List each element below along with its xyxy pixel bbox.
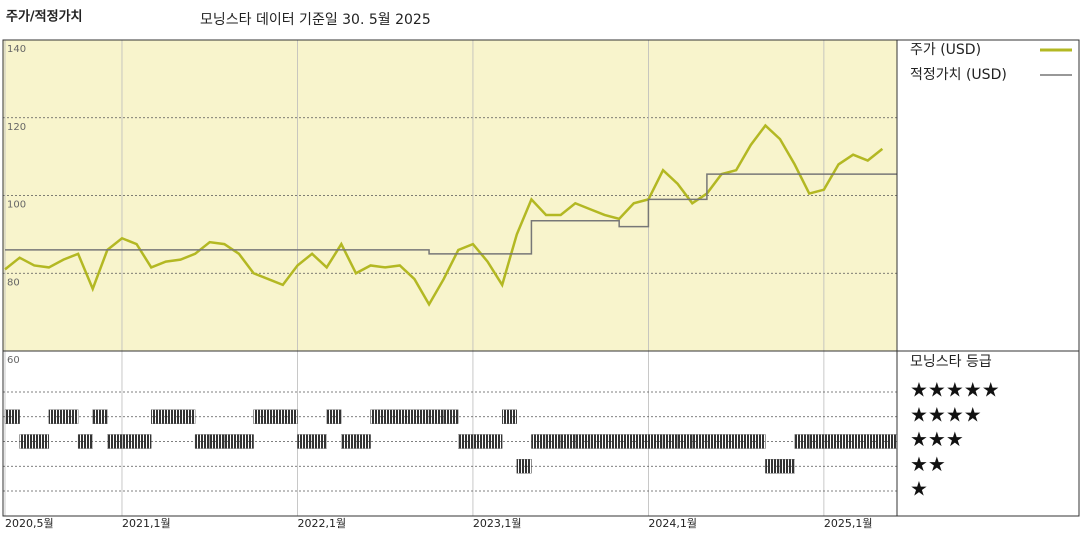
legend-label: 주가 (USD) (910, 42, 981, 58)
rating-bar (238, 434, 254, 449)
rating-bar (355, 434, 371, 449)
rating-bar (282, 409, 298, 424)
legend-label: 적정가치 (USD) (910, 67, 1007, 83)
rating-bar (648, 434, 664, 449)
rating-bar (472, 434, 488, 449)
rating-bar (794, 434, 810, 449)
rating-bar (487, 434, 503, 449)
x-tick-label: 2021,1월 (122, 517, 171, 530)
rating-bar (165, 409, 181, 424)
rating-bar (560, 434, 576, 449)
rating-bar (180, 409, 196, 424)
rating-bar (326, 409, 342, 424)
rating-bar (253, 409, 269, 424)
rating-bar (428, 409, 444, 424)
price-line (4, 123, 884, 307)
rating-bar (823, 434, 839, 449)
rating-label: ★★★★★ (910, 378, 1000, 402)
fair-value-line (5, 173, 897, 255)
y-tick-label: 100 (7, 200, 26, 211)
rating-bar (867, 434, 883, 449)
rating-bar (765, 459, 781, 474)
rating-bar (63, 409, 79, 424)
rating-bar (19, 434, 35, 449)
plot-area: 60 80 100 120 140 2020,5월 2021,1월 2022,1월 2023,1… (3, 39, 1072, 530)
rating-bar (92, 409, 108, 424)
y-tick-label: 60 (7, 355, 20, 366)
rating-bar (385, 409, 400, 424)
rating-bar (458, 434, 474, 449)
frame (2, 39, 1080, 517)
rating-bar (77, 434, 93, 449)
rating-bar (502, 409, 517, 424)
rating-bar (151, 409, 167, 424)
rating-label: ★★★★ (910, 402, 982, 426)
rating-bar (809, 434, 825, 449)
x-tick-label: 2022,1월 (297, 517, 346, 530)
x-tick-label: 2023,1월 (473, 517, 522, 530)
chart-subtitle: 모닝스타 데이터 기준일 30. 5월 2025 (200, 12, 431, 28)
y-tick-label: 140 (7, 44, 26, 55)
rating-bar (531, 434, 547, 449)
rating-bar (399, 409, 415, 424)
rating-bar (882, 434, 898, 449)
x-tick-label: 2025,1월 (824, 517, 873, 530)
rating-bar (838, 434, 854, 449)
rating-bar (48, 409, 64, 424)
rating-bar (268, 409, 283, 424)
rating-title: 모닝스타 등급 (910, 354, 992, 370)
rating-bar (107, 434, 123, 449)
rating-bar (545, 434, 561, 449)
rating-bar (721, 434, 737, 449)
rating-bar (121, 434, 137, 449)
rating-bar (779, 459, 795, 474)
rating-bar (209, 434, 225, 449)
y-tick-label: 80 (7, 277, 20, 288)
plot-background (3, 40, 897, 351)
rating-bar (194, 434, 210, 449)
rating-bar (589, 434, 605, 449)
rating-bar (224, 434, 240, 449)
rating-bar (516, 459, 532, 474)
rating-bar (692, 434, 708, 449)
rating-bar (633, 434, 649, 449)
rating-bar (414, 409, 430, 424)
rating-bar (34, 434, 50, 449)
rating-bar (706, 434, 722, 449)
rating-bar (311, 434, 327, 449)
x-tick-label: 2020,5월 (5, 517, 54, 530)
chart-title: 주가/적정가치 (6, 9, 83, 25)
rating-bar (662, 434, 678, 449)
rating-bar (750, 434, 766, 449)
rating-bar (297, 434, 313, 449)
x-tick-label: 2024,1월 (648, 517, 697, 530)
rating-bar (443, 409, 459, 424)
rating-bar (604, 434, 620, 449)
rating-label: ★★ (910, 452, 946, 476)
rating-bar (735, 434, 751, 449)
rating-bar (136, 434, 152, 449)
rating-bar (619, 434, 634, 449)
rating-bar (4, 409, 20, 424)
rating-bar (370, 409, 386, 424)
rating-bar (575, 434, 591, 449)
rating-bar (341, 434, 357, 449)
rating-bar (852, 434, 868, 449)
y-tick-label: 120 (7, 122, 26, 133)
rating-label: ★★★ (910, 427, 964, 451)
rating-bar (677, 434, 693, 449)
rating-label: ★ (910, 477, 928, 501)
